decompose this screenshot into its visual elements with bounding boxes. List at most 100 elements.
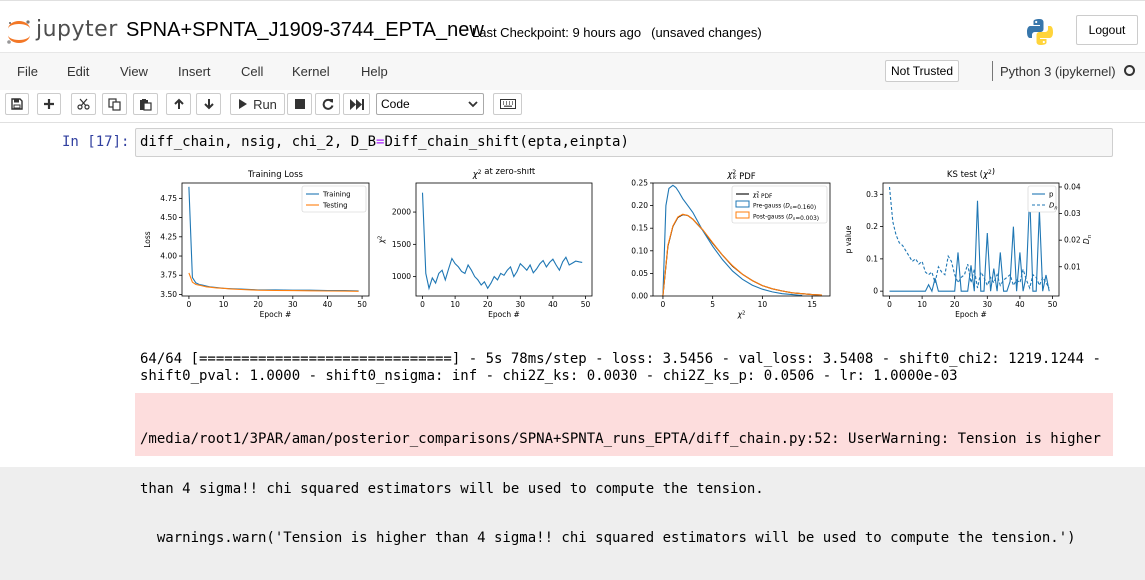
menu-view[interactable]: View <box>120 64 148 79</box>
command-palette-button[interactable] <box>493 93 522 115</box>
copy-button[interactable] <box>102 93 127 115</box>
x-tick-label: 40 <box>548 300 558 309</box>
paste-icon <box>140 98 152 111</box>
x-tick-label: 0 <box>661 300 666 309</box>
x-tick-label: 30 <box>516 300 526 309</box>
menu-help[interactable]: Help <box>361 64 388 79</box>
y-tick-label: 0.00 <box>631 292 648 301</box>
y-tick-label: 0.25 <box>631 179 648 188</box>
move-down-button[interactable] <box>196 93 221 115</box>
restart-run-all-button[interactable] <box>343 93 370 115</box>
y-axis-label: χ2 <box>377 236 386 245</box>
y-right-tick-label: 0.02 <box>1064 236 1081 245</box>
keyboard-icon <box>499 99 516 109</box>
menu-file[interactable]: File <box>17 64 38 79</box>
paste-button[interactable] <box>133 93 158 115</box>
not-trusted-button[interactable]: Not Trusted <box>885 60 960 82</box>
run-button[interactable]: Run <box>230 93 285 115</box>
restart-button[interactable] <box>315 93 340 115</box>
jupyter-logo-text: jupyter <box>36 17 118 42</box>
code-operator: = <box>376 134 385 150</box>
warning-line-3: warnings.warn('Tension is higher than 4 … <box>140 530 1076 546</box>
fast-forward-icon <box>349 98 364 110</box>
menu-cell[interactable]: Cell <box>241 64 264 79</box>
logout-button[interactable]: Logout <box>1076 15 1138 45</box>
menu-edit[interactable]: Edit <box>67 64 90 79</box>
kernel-name[interactable]: Python 3 (ipykernel) <box>1000 64 1116 79</box>
output-plots: 0 10 20 30 40 503.503.754.004.254.504.75Train… <box>143 168 1093 319</box>
kernel-idle-icon <box>1124 65 1135 76</box>
chart-1: 0 10 20 30 40 50 3.50 3.75 4.00 4.25 4.50 4.75 Train… <box>143 170 370 319</box>
toolbar: Run Code <box>0 90 1145 123</box>
series-line-1 <box>889 194 1050 293</box>
axes-frame <box>652 182 831 297</box>
y-tick-label: 2000 <box>392 208 411 217</box>
axes-frame <box>181 182 370 297</box>
series-line-2 <box>188 272 359 292</box>
y-tick-label: 4.75 <box>160 194 177 203</box>
legend-label: Pre-gauss (Dn=0.160) <box>753 204 816 211</box>
notebook-title[interactable]: SPNA+SPNTA_J1909-3744_EPTA_new <box>126 19 484 41</box>
header: jupyter SPNA+SPNTA_J1909-3744_EPTA_new L… <box>0 0 1145 53</box>
kernel-separator <box>992 61 993 81</box>
legend-label: Training <box>322 191 351 199</box>
cell-prompt: In [17]: <box>62 134 130 150</box>
menubar: File Edit View Insert Cell Kernel Help N… <box>0 52 1145 92</box>
chart-title: χ2 k PDF <box>726 169 755 182</box>
insert-cell-button[interactable] <box>37 93 61 115</box>
stop-icon <box>294 99 305 109</box>
progress-line-2: shift0_pval: 1.0000 - shift0_nsigma: inf… <box>140 368 958 384</box>
x-tick-label: 15 <box>807 300 817 309</box>
x-axis-label: Epoch # <box>260 310 292 319</box>
x-tick-label: 30 <box>288 300 298 309</box>
cut-icon <box>77 98 90 110</box>
save-button[interactable] <box>5 93 29 115</box>
y-right-tick-label: 0.01 <box>1064 262 1081 271</box>
menu-kernel[interactable]: Kernel <box>292 64 330 79</box>
y-tick-label: 1000 <box>392 272 411 281</box>
chart-title: KS test (χ2) <box>947 168 995 180</box>
jupyter-logo-icon[interactable] <box>5 18 33 46</box>
x-tick-label: 10 <box>219 300 229 309</box>
code-text[interactable]: diff_chain, nsig, chi_2, D_B=Diff_chain_… <box>140 134 629 150</box>
legend-label: χ2 k PDF <box>752 190 772 199</box>
y-tick-label: 0.15 <box>631 224 648 233</box>
python-logo-icon <box>1027 19 1053 45</box>
y-tick-label: 0.2 <box>866 222 878 231</box>
arrow-up-icon <box>173 98 184 109</box>
cell-type-value: Code <box>381 97 410 111</box>
y-axis-label: Loss <box>143 231 152 248</box>
x-tick-label: 0 <box>420 300 425 309</box>
series-line-2 <box>888 186 1050 290</box>
y-axis-label: p value <box>844 225 853 253</box>
x-tick-label: 10 <box>450 300 460 309</box>
menu-insert[interactable]: Insert <box>178 64 211 79</box>
x-tick-label: 5 <box>710 300 715 309</box>
restart-icon <box>322 98 333 110</box>
x-tick-label: 0 <box>187 300 192 309</box>
x-tick-label: 10 <box>758 300 768 309</box>
run-icon <box>239 99 248 109</box>
y-tick-label: 4.50 <box>160 213 177 222</box>
y-right-axis-label: Dn <box>1082 235 1093 244</box>
code-rhs: Diff_chain_shift(epta,einpta) <box>384 134 629 150</box>
run-label: Run <box>253 96 277 112</box>
legend-label: Testing <box>322 202 348 210</box>
interrupt-button[interactable] <box>287 93 312 115</box>
chart-2: 0 10 20 30 40 50 1000 1500 2000 χ2 at zero-shift E… <box>377 168 593 319</box>
x-tick-label: 40 <box>323 300 333 309</box>
x-tick-label: 20 <box>483 300 493 309</box>
x-tick-label: 30 <box>983 300 993 309</box>
cell-type-select[interactable]: Code <box>376 93 484 115</box>
code-cell-input[interactable]: diff_chain, nsig, chi_2, D_B=Diff_chain_… <box>135 128 1113 157</box>
axes-frame <box>415 182 593 297</box>
warning-line-1: /media/root1/3PAR/aman/posterior_compari… <box>140 431 1101 447</box>
save-icon <box>11 98 23 110</box>
progress-line-1: 64/64 [==============================] -… <box>140 351 1101 367</box>
arrow-down-icon <box>203 99 214 110</box>
move-up-button[interactable] <box>166 93 191 115</box>
x-tick-label: 50 <box>357 300 367 309</box>
warning-line-2: than 4 sigma!! chi squared estimators wi… <box>140 480 764 497</box>
cut-button[interactable] <box>71 93 96 115</box>
x-tick-label: 20 <box>950 300 960 309</box>
